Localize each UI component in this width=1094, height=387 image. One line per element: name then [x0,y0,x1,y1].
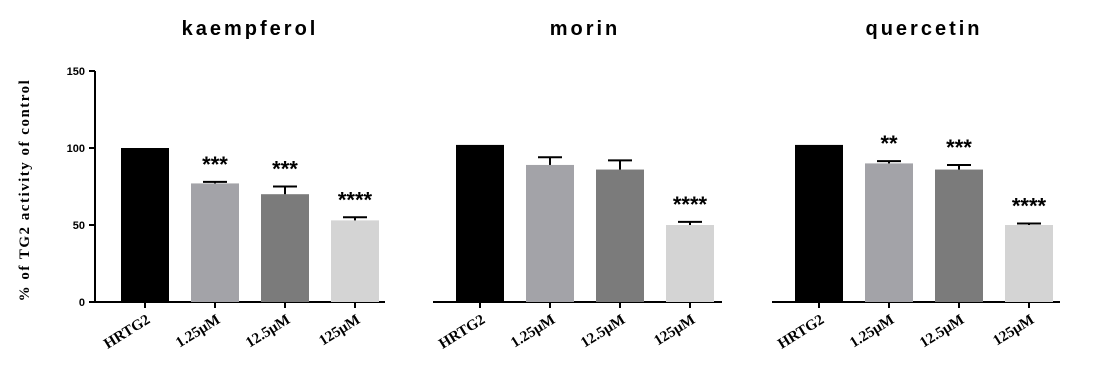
panel-title: kaempferol [182,18,319,40]
x-tick-label: 1.25μM [173,312,223,351]
x-tick-label: HRTG2 [775,312,827,353]
y-tick-label: 50 [73,220,85,232]
figure-ylabel: % of TG2 activity of control [17,79,33,302]
significance-label: *** [946,135,972,160]
bar [935,169,983,302]
panel-1: morin HRTG2 1.25μM 12.5μM **** 125μM [433,18,722,353]
panel-2: quercetin HRTG2 ** 1.25μM *** 12.5μM **** 125μM [772,18,1060,353]
y-tick-label: 100 [67,143,85,155]
panel-title: quercetin [865,18,982,40]
bar [666,225,714,302]
x-tick-label: 125μM [990,312,1037,350]
x-tick-label: 125μM [651,312,698,350]
bar [1005,225,1053,302]
significance-label: **** [673,192,708,217]
x-tick-label: 1.25μM [508,312,558,351]
y-tick-label: 0 [79,297,85,309]
x-tick-label: 12.5μM [917,312,967,351]
panel-0: kaempferol 0 50 100 150 HRTG2 *** 1.25μM *** 12.5… [67,18,385,353]
bar [526,164,574,302]
bar [865,163,913,302]
x-tick-label: 12.5μM [243,312,293,351]
bar [795,144,843,302]
significance-label: **** [338,187,373,212]
significance-label: **** [1012,193,1047,218]
x-tick-label: HRTG2 [436,312,488,353]
bar [456,144,504,302]
bar [121,148,169,302]
panels: kaempferol 0 50 100 150 HRTG2 *** 1.25μM *** 12.5… [67,18,1060,353]
x-tick-label: 1.25μM [847,312,897,351]
panel-title: morin [550,18,621,40]
significance-label: *** [272,157,298,182]
significance-label: ** [880,131,898,156]
bar [596,169,644,302]
significance-label: *** [202,152,228,177]
bar [331,220,379,302]
x-tick-label: 125μM [316,312,363,350]
x-tick-label: HRTG2 [101,312,153,353]
x-tick-label: 12.5μM [578,312,628,351]
bar [191,183,239,302]
y-tick-label: 150 [67,66,85,78]
bar [261,194,309,302]
